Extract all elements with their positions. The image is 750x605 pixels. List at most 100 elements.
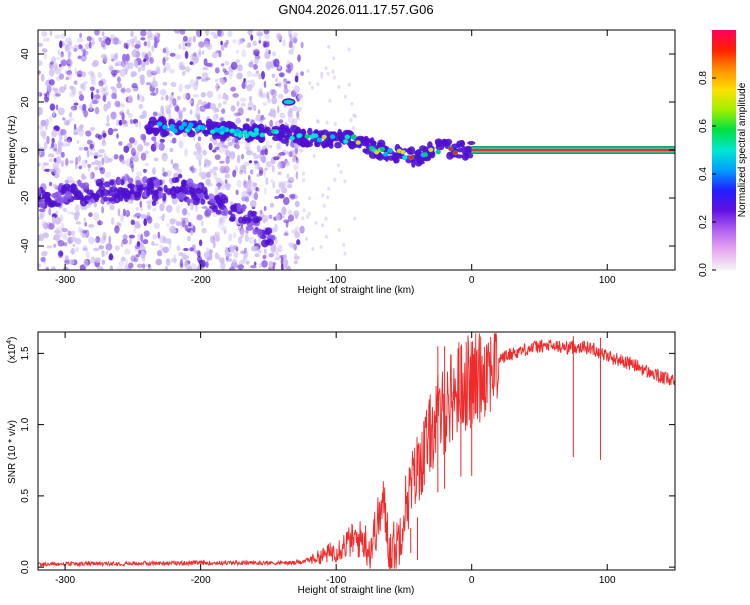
noise-speckle bbox=[253, 192, 259, 201]
noise-speckle bbox=[54, 87, 59, 96]
noise-speckle bbox=[69, 160, 74, 164]
noise-speckle bbox=[44, 168, 51, 172]
noise-speckle bbox=[141, 111, 145, 119]
noise-speckle bbox=[51, 142, 55, 149]
noise-speckle bbox=[48, 79, 55, 86]
noise-speckle bbox=[209, 168, 214, 174]
noise-speckle bbox=[177, 173, 183, 179]
noise-speckle bbox=[272, 180, 276, 190]
noise-speckle bbox=[95, 89, 100, 94]
noise-speckle bbox=[243, 170, 247, 175]
noise-speckle bbox=[336, 163, 340, 168]
noise-speckle bbox=[261, 260, 268, 268]
noise-speckle bbox=[235, 112, 242, 116]
noise-speckle bbox=[48, 83, 53, 92]
noise-speckle bbox=[81, 175, 87, 180]
upper-track-peak bbox=[452, 150, 459, 156]
noise-speckle bbox=[88, 41, 92, 49]
noise-speckle bbox=[43, 222, 49, 230]
upper-track-blob bbox=[371, 140, 377, 146]
noise-speckle bbox=[256, 173, 260, 177]
noise-speckle bbox=[264, 148, 268, 156]
upper-track-blob bbox=[284, 134, 291, 140]
noise-speckle bbox=[128, 262, 134, 269]
noise-speckle bbox=[60, 33, 66, 40]
noise-speckle bbox=[225, 94, 229, 101]
noise-speckle bbox=[41, 220, 46, 228]
noise-speckle bbox=[122, 234, 128, 240]
noise-speckle bbox=[120, 88, 126, 93]
noise-speckle bbox=[135, 254, 140, 258]
noise-speckle bbox=[255, 70, 259, 75]
noise-speckle bbox=[130, 119, 133, 125]
snr-multiplier: (x104) bbox=[6, 337, 18, 364]
noise-speckle bbox=[262, 254, 267, 260]
noise-speckle bbox=[265, 48, 270, 55]
spectrogram-marks bbox=[38, 30, 675, 270]
lower-track-blob bbox=[221, 194, 227, 200]
noise-speckle bbox=[77, 73, 82, 78]
noise-speckle bbox=[38, 107, 43, 116]
noise-speckle bbox=[49, 168, 55, 172]
noise-speckle bbox=[61, 228, 69, 233]
noise-speckle bbox=[136, 144, 144, 152]
noise-speckle bbox=[182, 92, 189, 100]
lower-track-blob bbox=[185, 198, 194, 203]
noise-speckle bbox=[210, 235, 215, 244]
upper-track-peak bbox=[178, 125, 185, 131]
noise-speckle bbox=[94, 106, 100, 115]
noise-speckle bbox=[57, 49, 61, 56]
noise-speckle bbox=[71, 105, 74, 110]
upper-track-peak bbox=[344, 134, 351, 140]
upper-track-peak bbox=[199, 125, 206, 131]
noise-speckle bbox=[239, 170, 244, 175]
noise-speckle bbox=[299, 225, 305, 234]
noise-speckle bbox=[282, 39, 286, 47]
noise-speckle bbox=[178, 83, 183, 93]
noise-speckle bbox=[291, 118, 298, 126]
colorbar-tick-label: 0.2 bbox=[698, 215, 709, 229]
noise-speckle bbox=[324, 216, 328, 221]
spectrogram-y-axis-label: Frequency (Hz) bbox=[7, 116, 18, 185]
noise-speckle bbox=[58, 73, 65, 80]
noise-speckle bbox=[246, 188, 253, 195]
noise-speckle bbox=[198, 41, 205, 48]
noise-speckle bbox=[73, 102, 79, 106]
noise-speckle bbox=[176, 245, 181, 252]
noise-speckle bbox=[123, 42, 128, 49]
noise-speckle bbox=[263, 206, 267, 211]
upper-track-peak bbox=[259, 132, 265, 138]
noise-speckle bbox=[196, 266, 200, 270]
noise-speckle bbox=[219, 117, 224, 122]
noise-speckle bbox=[275, 78, 278, 83]
noise-speckle bbox=[255, 114, 262, 122]
noise-speckle bbox=[263, 30, 270, 35]
noise-speckle bbox=[143, 230, 150, 238]
lower-track-blob bbox=[103, 196, 108, 202]
noise-speckle bbox=[286, 64, 291, 69]
noise-speckle bbox=[220, 43, 225, 52]
spectrogram-x-tick-label: -200 bbox=[191, 275, 211, 286]
noise-speckle bbox=[151, 45, 155, 52]
noise-speckle bbox=[320, 74, 324, 79]
noise-speckle bbox=[100, 85, 104, 93]
lower-track-blob bbox=[103, 181, 111, 188]
noise-speckle bbox=[273, 156, 280, 161]
noise-speckle bbox=[71, 86, 77, 95]
noise-speckle bbox=[79, 94, 84, 101]
upper-track-blob bbox=[464, 151, 469, 160]
noise-speckle bbox=[258, 249, 262, 254]
colorbar: 0.0 0.2 0.4 0.6 0.8 Normalized spectral ampl… bbox=[698, 30, 748, 277]
noise-speckle bbox=[339, 170, 343, 174]
upper-track-blob bbox=[414, 151, 422, 157]
noise-speckle bbox=[247, 30, 252, 36]
noise-speckle bbox=[229, 244, 235, 250]
noise-speckle bbox=[178, 252, 184, 256]
noise-speckle bbox=[141, 63, 146, 72]
noise-speckle bbox=[243, 250, 249, 259]
noise-speckle bbox=[235, 144, 240, 150]
noise-speckle bbox=[321, 193, 325, 198]
noise-speckle bbox=[38, 234, 42, 242]
noise-speckle bbox=[275, 214, 281, 221]
noise-speckle bbox=[62, 242, 68, 247]
